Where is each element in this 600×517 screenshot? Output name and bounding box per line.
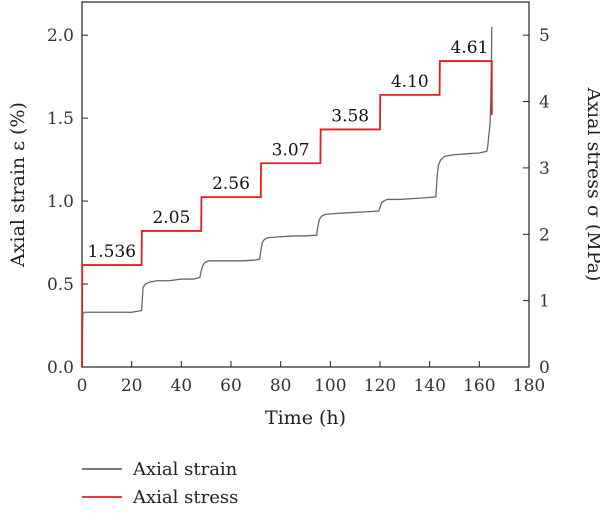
series-layer [81, 26, 493, 368]
axial-stress-line [81, 60, 493, 368]
y-right-tick-label: 4 [539, 93, 550, 113]
x-tick-label: 40 [171, 376, 193, 396]
plot-frame [81, 1, 530, 368]
x-tick-label: 60 [220, 376, 242, 396]
legend-label: Axial strain [132, 459, 238, 480]
x-tick-label: 140 [413, 376, 445, 396]
x-tick-label: 160 [463, 376, 495, 396]
y-right-tick-label: 2 [539, 225, 550, 245]
y-left-axis-title: Axial strain ε (%) [7, 102, 29, 268]
step-value-label: 2.56 [212, 174, 250, 194]
x-tick-label: 100 [314, 376, 346, 396]
y-right-axis-title: Axial stress σ (MPa) [583, 87, 600, 282]
y-right-tick-label: 3 [539, 159, 550, 179]
axis-tick-labels: 0 20 40 60 80 100 120 140 160 180 0.0 0.5 1.0 1.5 2.0 0… [47, 26, 550, 396]
step-value-label: 3.07 [272, 140, 310, 160]
y-left-tick-label: 0.5 [47, 275, 74, 295]
step-value-label: 2.05 [152, 208, 190, 228]
step-value-label: 4.61 [450, 38, 488, 58]
step-value-label: 3.58 [331, 106, 369, 126]
x-tick-label: 80 [270, 376, 292, 396]
x-tick-label: 180 [513, 376, 545, 396]
y-right-tick-label: 1 [539, 292, 550, 312]
step-annotations: 1.536 2.05 2.56 3.07 3.58 4.10 4.61 [87, 38, 488, 262]
y-left-tick-label: 1.0 [47, 192, 74, 212]
x-tick-label: 120 [364, 376, 396, 396]
step-value-label: 1.536 [87, 242, 136, 262]
y-right-tick-label: 5 [539, 26, 550, 46]
x-tick-label: 0 [77, 376, 88, 396]
legend: Axial strain Axial stress [82, 459, 238, 508]
x-axis-title: Time (h) [265, 407, 346, 429]
axial-strain-line [81, 26, 493, 368]
step-value-label: 4.10 [391, 72, 429, 92]
x-tick-label: 20 [121, 376, 143, 396]
y-left-tick-label: 0.0 [47, 358, 74, 378]
legend-label: Axial stress [132, 487, 238, 508]
y-right-tick-label: 0 [539, 358, 550, 378]
axis-ticks [81, 34, 530, 368]
y-left-tick-label: 2.0 [47, 26, 74, 46]
y-left-tick-label: 1.5 [47, 109, 74, 129]
